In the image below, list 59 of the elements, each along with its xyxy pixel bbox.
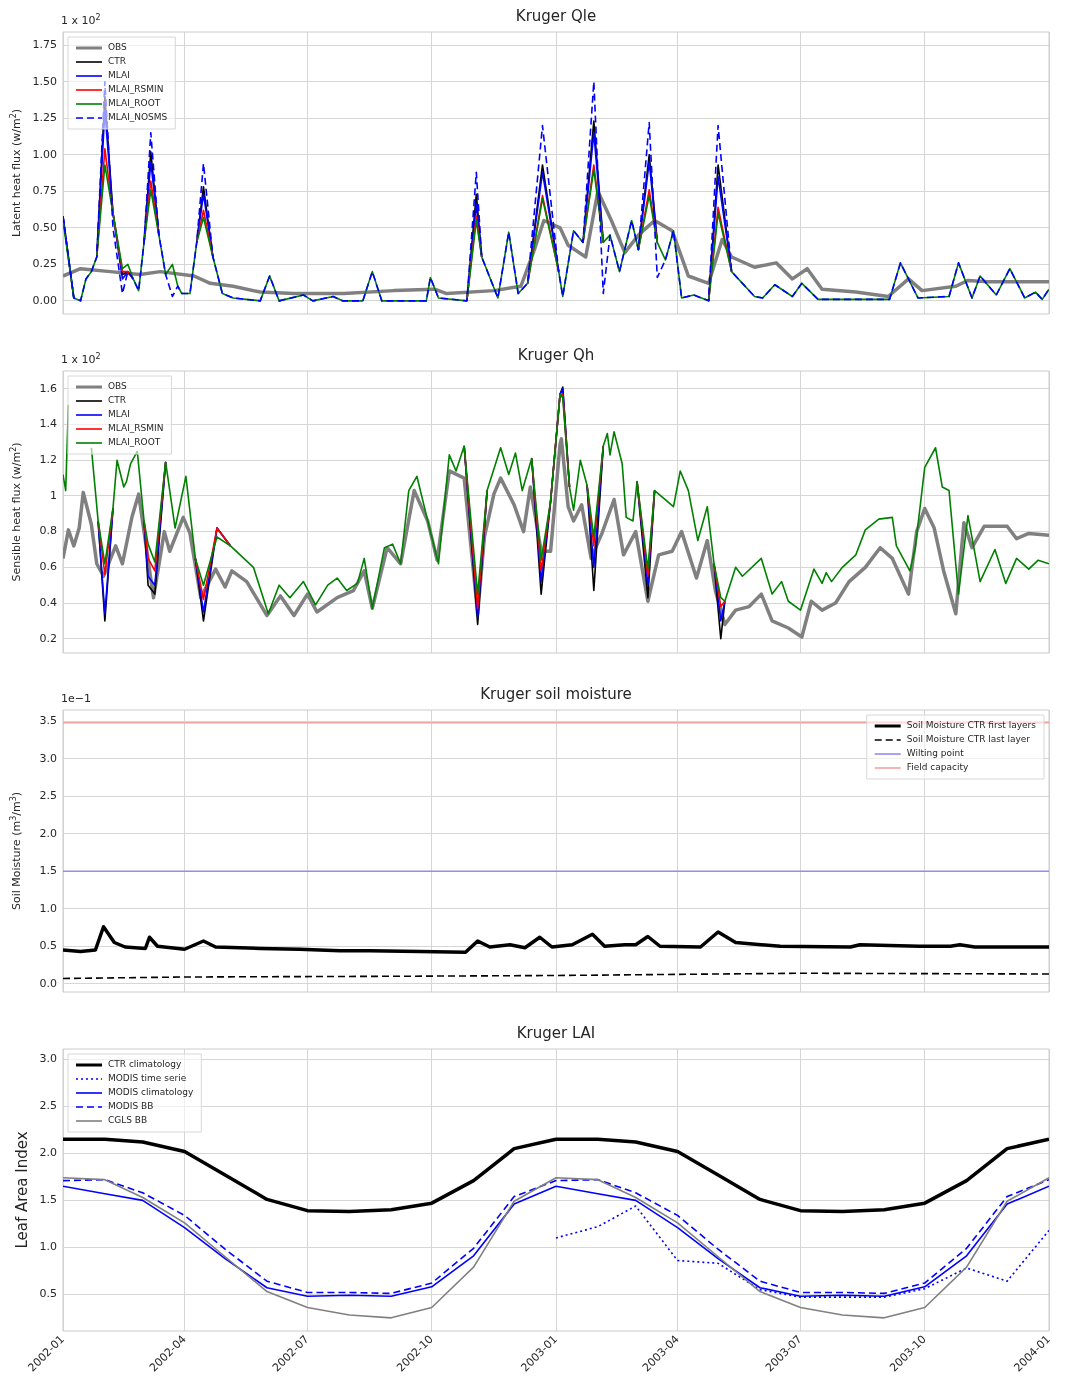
chart-title: Kruger soil moisture [480,685,632,703]
y-tick-label: 0.2 [39,631,57,645]
y-tick-label: 0.6 [39,560,57,574]
y-tick-label: 1 [50,488,57,502]
y-tick-label: 2.0 [39,826,57,840]
y-tick-label: 1.6 [39,381,57,395]
legend-label: OBS [108,381,128,392]
legend-label: CGLS BB [108,1115,148,1126]
y-tick-label: 0.5 [39,1287,57,1301]
y-tick-label: 0.5 [39,939,57,953]
legend-label: MLAI_RSMIN [108,84,164,95]
legend-label: CTR [108,56,127,67]
y-tick-label: 1.00 [32,147,57,161]
y-tick-label: 0.8 [39,524,57,538]
y-tick-label: 1.2 [39,453,57,467]
y-tick-label: 2.5 [39,789,57,803]
legend-label: Wilting point [906,748,965,759]
y-tick-label: 1.25 [32,111,57,125]
legend-label: CTR climatology [108,1059,182,1070]
legend-label: MODIS BB [108,1101,154,1112]
y-tick-label: 0.0 [39,976,57,990]
legend-label: MODIS time serie [108,1073,187,1084]
y-tick-label: 2.0 [39,1146,57,1160]
y-tick-label: 3.0 [39,751,57,765]
y-tick-label: 0.25 [32,257,57,271]
y-tick-label: 1.75 [32,38,57,52]
y-tick-label: 1.50 [32,74,57,88]
chart-title: Kruger Qle [515,7,597,25]
legend-label: MLAI [108,409,130,420]
legend-label: Soil Moisture CTR first layers [906,720,1037,731]
legend-label: MLAI_RSMIN [108,423,164,434]
y-tick-label: 1.0 [39,1240,57,1254]
chart-title: Kruger Qh [517,346,595,364]
legend-label: Field capacity [906,762,970,773]
text: 1e−1 [61,692,91,705]
y-tick-label: 1.4 [39,417,57,431]
y-axis-title: Sensible heat flux (w/m2) [8,442,23,582]
y-axis-title: Soil Moisture (m3/m3) [8,791,23,911]
legend-label: MODIS climatology [108,1087,194,1098]
y-tick-label: 0.00 [32,293,57,307]
y-tick-label: 1.5 [39,864,57,878]
y-tick-label: 1.0 [39,901,57,915]
y-tick-label: 3.5 [39,714,57,728]
chart-title: Kruger LAI [516,1024,596,1042]
y-tick-label: 0.75 [32,184,57,198]
y-tick-label: 2.5 [39,1099,57,1113]
y-tick-label: 0.4 [39,595,57,609]
y-axis-title: Leaf Area Index [13,1131,31,1249]
legend-label: OBS [108,42,128,53]
legend-label: MLAI_ROOT [108,437,161,448]
legend-label: CTR [108,395,127,406]
legend-label: Soil Moisture CTR last layer [906,734,1031,745]
legend-label: MLAI_NOSMS [108,112,168,123]
y-tick-label: 3.0 [39,1052,57,1066]
legend-label: MLAI_ROOT [108,98,161,109]
y-tick-label: 1.5 [39,1193,57,1207]
y-tick-label: 0.50 [32,220,57,234]
y-axis-title: Latent heat flux (w/m2) [8,108,23,238]
legend-label: MLAI [108,70,130,81]
